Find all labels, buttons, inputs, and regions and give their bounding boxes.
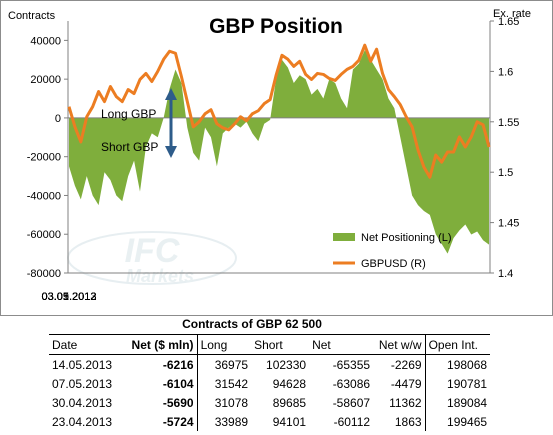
net-positioning-area-layer [68,50,490,254]
arrow-down-icon [165,146,177,158]
cell-net: -58607 [332,395,371,410]
cell-open-int: 198068 [424,354,491,374]
cell-net: -60112 [333,414,371,429]
y-right-tick-label: 1.65 [498,16,519,28]
cell-open-int: 190781 [424,374,491,393]
cell-net-mln: -6104 [162,376,194,391]
cell-short: 94628 [272,376,307,391]
arrow-up-icon [165,88,177,100]
cell-long: 33989 [196,412,252,431]
x-tick-label: 03.01.2013 [41,291,96,303]
cell-net-mln: -6216 [162,357,194,372]
cell-open-int: 189084 [424,393,491,412]
table-row: 07.05.2013 -6104 31542 94628 -63086 -447… [49,374,491,393]
y-left-tick-label: -60000 [27,229,61,241]
long-short-annotation: Long GBP Short GBP [101,88,177,158]
chart-title: GBP Position [209,15,343,38]
cell-short: 94101 [272,414,307,429]
short-gbp-annotation: Short GBP [101,140,158,154]
header-net-mln: Net ($ mln) [115,334,198,355]
x-tick-label: 03.05.2013 [41,291,96,303]
y-right-tick-label: 1.55 [498,117,519,129]
cell-short: 102330 [266,357,307,372]
cell-net-mln: -5724 [162,414,194,429]
gbpusd-line [67,43,491,179]
y-left-axis-label: Contracts [8,10,56,22]
chart-legend: Net Positioning (L) GBPUSD (R) [333,232,452,270]
cell-long: 31542 [196,374,252,393]
legend-label-net-positioning: Net Positioning (L) [361,232,452,244]
positions-table-section: Contracts of GBP 62 500 Date Net ($ mln)… [0,316,553,435]
y-right-tick-label: 1.45 [498,218,519,230]
axis-layer: 40000 20000 0 -20000 -40000 -60000 -80000 1.65 1… [27,16,520,303]
y-right-tick-label: 1.5 [498,167,513,179]
cell-open-int: 199465 [424,412,491,431]
x-tick-label: 03.05.2012 [41,291,96,303]
header-net-ww: Net w/w [373,334,426,355]
cell-net-mln: -5690 [162,395,194,410]
header-long: Long [196,334,252,355]
cell-date: 23.04.2013 [52,414,113,429]
table-row: 30.04.2013 -5690 31078 89685 -58607 1136… [49,393,491,412]
y-left-tick-label: -40000 [27,190,61,202]
y-left-tick-label: 0 [55,113,61,125]
cell-net-ww: -4479 [390,376,422,391]
cell-net: -63086 [332,376,371,391]
legend-swatch-net-positioning [333,233,355,241]
y-left-tick-label: 20000 [30,74,61,86]
svg-text:IFC: IFC [125,232,180,270]
cell-net: -65355 [332,357,371,372]
positions-table: Date Net ($ mln) Long Short Net Net w/w … [49,334,491,431]
header-net: Net [309,334,374,355]
x-tick-label: 03.09.2012 [41,291,96,303]
cell-net-ww: 11362 [389,395,422,410]
chart-container: IFC Markets Contracts Ex. rate GBP Posit… [0,0,553,316]
table-row: 14.05.2013 -6216 36975 102330 -65355 -22… [49,354,491,374]
legend-label-gbpusd: GBPUSD (R) [361,258,426,270]
x-tick-label: 03.01.2012 [41,291,96,303]
y-left-tick-label: 40000 [30,35,61,47]
gbp-position-chart: IFC Markets Contracts Ex. rate GBP Posit… [0,0,553,316]
y-right-axis-label: Ex. rate [493,8,531,20]
y-left-tick-label: -20000 [27,152,61,164]
cell-date: 14.05.2013 [52,357,113,372]
header-open-int: Open Int. [424,334,491,355]
svg-text:Markets: Markets [126,266,194,286]
cell-net-ww: 1863 [394,414,422,429]
long-gbp-annotation: Long GBP [101,107,156,121]
cell-long: 31078 [196,393,252,412]
net-positioning-area [69,50,489,254]
table-title: Contracts of GBP 62 500 [182,317,322,331]
table-header-row: Date Net ($ mln) Long Short Net Net w/w … [49,334,491,355]
y-right-tick-label: 1.4 [498,268,513,280]
gbpusd-line-layer [67,43,491,179]
header-short: Short [251,334,310,355]
y-right-tick-label: 1.6 [498,66,513,78]
cell-net-ww: -2269 [390,357,422,372]
y-left-tick-label: -80000 [27,268,61,280]
cell-short: 89685 [272,395,307,410]
cell-date: 30.04.2013 [52,395,113,410]
cell-long: 36975 [196,354,252,374]
table-row: 23.04.2013 -5724 33989 94101 -60112 1863… [49,412,491,431]
cell-date: 07.05.2013 [52,376,113,391]
header-date: Date [49,334,116,355]
